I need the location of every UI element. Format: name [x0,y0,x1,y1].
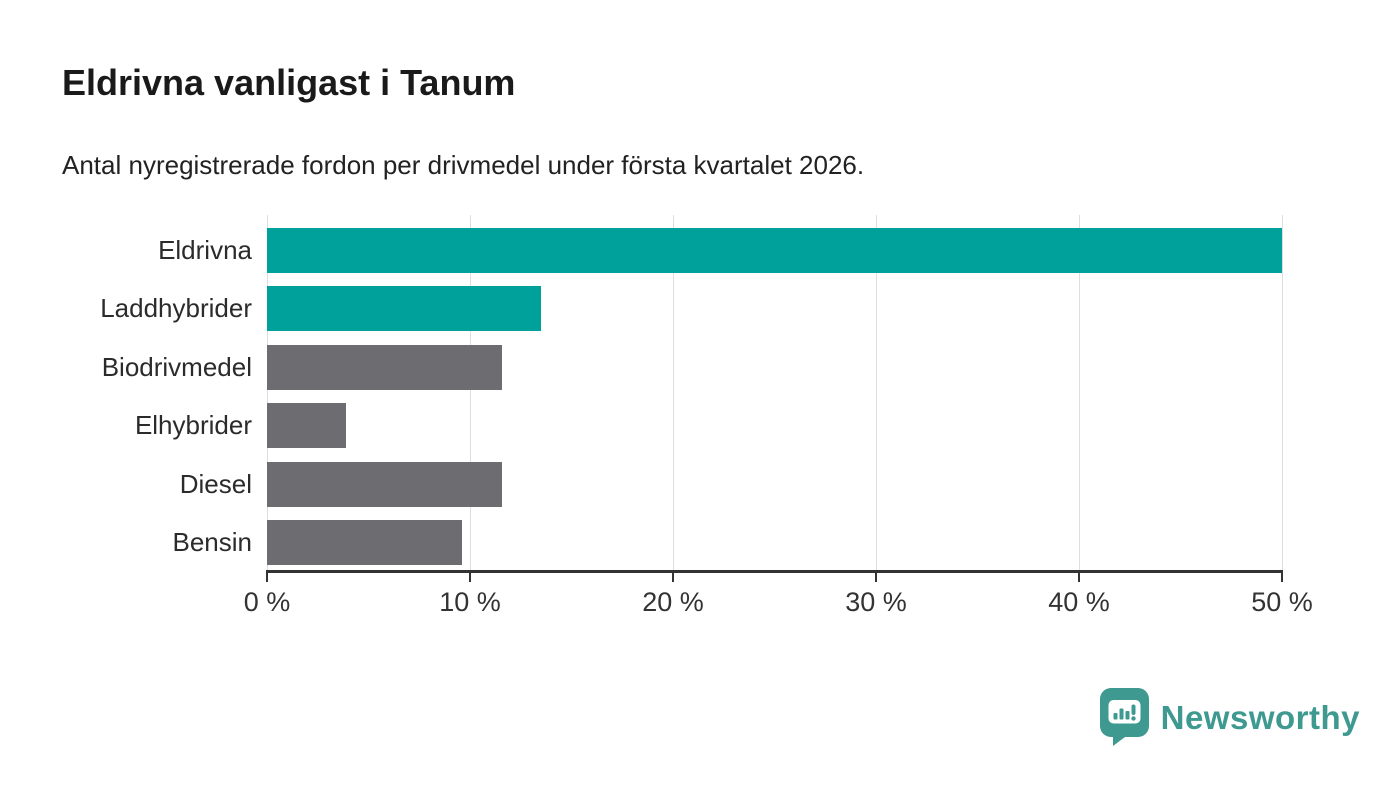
x-axis-tick-label: 30 % [845,587,907,617]
x-axis-tick-label: 50 % [1251,587,1313,617]
x-axis-tick-label: 0 % [243,587,291,617]
chart-title: Eldrivna vanligast i Tanum [62,62,516,103]
x-axis-tick [1078,573,1080,582]
x-axis-tick-label: 10 % [439,587,501,617]
x-axis-tick-label: 20 % [642,587,704,617]
x-axis-tick [469,573,471,582]
chart-subtitle: Antal nyregistrerade fordon per drivmede… [62,150,865,180]
bar-diesel [267,461,503,507]
x-axis-tick [266,573,268,582]
category-label-elhybrider: Elhybrider [134,410,252,441]
category-label-eldrivna: Eldrivna [158,235,252,265]
x-axis-tick [672,573,674,582]
x-axis-tick-label: 40 % [1048,587,1110,617]
gridline [470,215,471,570]
category-label-diesel: Diesel [179,468,252,499]
newsworthy-logo-icon [1099,688,1149,746]
gridline [673,215,674,570]
bar-eldrivna [267,228,1282,273]
category-label-bensin: Bensin [172,527,253,557]
x-axis-tick [1281,573,1283,582]
x-axis-line [266,570,1283,573]
gridline [1079,215,1080,570]
x-axis: 0 % 10 % 20 % 30 % 40 % 50 % [244,570,1313,620]
y-axis-labels: Eldrivna Laddhybrider Biodrivmedel Elhybrid… [0,215,252,570]
bar-elhybrider [267,403,347,449]
gridline [876,215,877,570]
category-label-laddhybrider: Laddhybrider [100,293,252,324]
newsworthy-logo: Newsworthy [1099,688,1360,747]
gridline [267,215,268,570]
x-axis-tick [875,573,877,582]
gridline [1282,215,1283,570]
plot-area [267,215,1283,570]
bar-bensin [267,520,462,565]
bar-biodrivmedel [267,344,503,390]
category-label-biodrivmedel: Biodrivmedel [101,351,252,382]
newsworthy-logo-text: Newsworthy [1160,698,1360,736]
bar-laddhybrider [267,286,542,332]
